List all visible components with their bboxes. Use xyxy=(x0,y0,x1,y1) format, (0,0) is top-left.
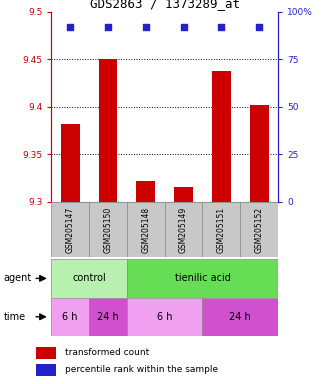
Text: GSM205149: GSM205149 xyxy=(179,206,188,253)
Bar xyxy=(127,202,165,257)
Text: GSM205152: GSM205152 xyxy=(255,206,264,253)
Bar xyxy=(51,298,89,336)
Text: 24 h: 24 h xyxy=(229,312,251,322)
Text: agent: agent xyxy=(3,273,31,283)
Bar xyxy=(240,202,278,257)
Text: percentile rank within the sample: percentile rank within the sample xyxy=(65,365,218,374)
Bar xyxy=(250,105,268,202)
Text: GSM205148: GSM205148 xyxy=(141,206,150,253)
Point xyxy=(257,24,262,30)
Bar xyxy=(127,259,278,298)
Bar xyxy=(89,298,127,336)
Bar xyxy=(89,202,127,257)
Bar xyxy=(127,298,203,336)
Bar xyxy=(203,202,240,257)
Text: GSM205147: GSM205147 xyxy=(66,206,75,253)
Text: tienilic acid: tienilic acid xyxy=(174,273,230,283)
Title: GDS2863 / 1373289_at: GDS2863 / 1373289_at xyxy=(90,0,240,10)
Text: 24 h: 24 h xyxy=(97,312,119,322)
Point xyxy=(105,24,111,30)
Bar xyxy=(212,71,231,202)
Point xyxy=(181,24,186,30)
Bar xyxy=(203,298,278,336)
Bar xyxy=(51,259,127,298)
Bar xyxy=(99,59,118,202)
Text: time: time xyxy=(3,312,25,322)
Bar xyxy=(36,364,56,376)
Text: GSM205150: GSM205150 xyxy=(104,206,113,253)
Bar xyxy=(61,124,80,202)
Text: control: control xyxy=(72,273,106,283)
Text: 6 h: 6 h xyxy=(157,312,172,322)
Text: GSM205151: GSM205151 xyxy=(217,206,226,253)
Bar xyxy=(136,181,155,202)
Bar xyxy=(51,202,89,257)
Bar xyxy=(36,347,56,359)
Point xyxy=(219,24,224,30)
Bar xyxy=(174,187,193,202)
Bar xyxy=(165,202,203,257)
Point xyxy=(143,24,148,30)
Text: 6 h: 6 h xyxy=(63,312,78,322)
Point xyxy=(68,24,73,30)
Text: transformed count: transformed count xyxy=(65,348,149,357)
